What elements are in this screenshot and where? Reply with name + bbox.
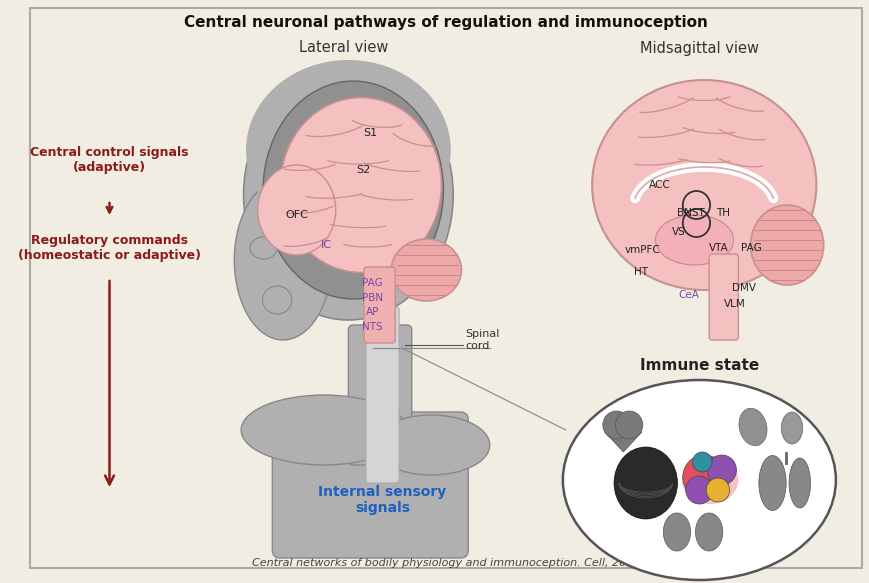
Text: DMV: DMV bbox=[731, 283, 754, 293]
Circle shape bbox=[615, 411, 642, 439]
Polygon shape bbox=[604, 432, 641, 452]
FancyBboxPatch shape bbox=[272, 412, 468, 558]
FancyBboxPatch shape bbox=[708, 254, 738, 340]
Circle shape bbox=[706, 478, 729, 502]
Text: VS: VS bbox=[672, 227, 685, 237]
FancyBboxPatch shape bbox=[363, 267, 395, 343]
FancyBboxPatch shape bbox=[366, 307, 399, 483]
Text: VLM: VLM bbox=[723, 299, 745, 309]
Ellipse shape bbox=[592, 80, 815, 290]
Circle shape bbox=[706, 455, 735, 485]
Text: ACC: ACC bbox=[648, 180, 670, 190]
Text: PAG: PAG bbox=[362, 278, 382, 288]
Text: PBN: PBN bbox=[362, 293, 383, 303]
Ellipse shape bbox=[562, 380, 835, 580]
Text: OFC: OFC bbox=[285, 210, 308, 220]
Ellipse shape bbox=[257, 165, 335, 255]
Text: AP: AP bbox=[366, 307, 379, 317]
Text: TH: TH bbox=[715, 208, 729, 218]
Ellipse shape bbox=[249, 237, 277, 259]
Ellipse shape bbox=[402, 231, 420, 259]
Ellipse shape bbox=[654, 215, 733, 265]
Text: Central networks of bodily physiology and immunoception. Cell, 2024: Central networks of bodily physiology an… bbox=[251, 558, 640, 568]
Text: vmPFC: vmPFC bbox=[624, 245, 660, 255]
Circle shape bbox=[692, 452, 711, 472]
Text: S1: S1 bbox=[363, 128, 377, 138]
Text: Internal sensory
signals: Internal sensory signals bbox=[318, 485, 446, 515]
Ellipse shape bbox=[788, 458, 810, 508]
Text: IC: IC bbox=[320, 240, 331, 250]
Text: Central neuronal pathways of regulation and immunoception: Central neuronal pathways of regulation … bbox=[183, 15, 707, 30]
Ellipse shape bbox=[262, 286, 291, 314]
Ellipse shape bbox=[241, 395, 407, 465]
Ellipse shape bbox=[262, 81, 443, 299]
Ellipse shape bbox=[758, 455, 786, 511]
FancyBboxPatch shape bbox=[348, 325, 411, 465]
Ellipse shape bbox=[662, 513, 690, 551]
FancyBboxPatch shape bbox=[30, 8, 861, 568]
Ellipse shape bbox=[234, 180, 331, 340]
Text: Lateral view: Lateral view bbox=[298, 40, 388, 55]
Text: Central control signals
(adaptive): Central control signals (adaptive) bbox=[30, 146, 189, 174]
Ellipse shape bbox=[694, 513, 722, 551]
Circle shape bbox=[682, 455, 725, 499]
Text: HT: HT bbox=[634, 267, 647, 277]
Text: NTS: NTS bbox=[362, 322, 382, 332]
Ellipse shape bbox=[750, 205, 823, 285]
Ellipse shape bbox=[681, 456, 738, 504]
Ellipse shape bbox=[738, 408, 766, 446]
Ellipse shape bbox=[243, 70, 453, 320]
Text: Immune state: Immune state bbox=[639, 357, 758, 373]
Text: Regulatory commands
(homeostatic or adaptive): Regulatory commands (homeostatic or adap… bbox=[18, 234, 201, 262]
Text: Spinal
cord: Spinal cord bbox=[465, 329, 499, 351]
Ellipse shape bbox=[372, 415, 489, 475]
Ellipse shape bbox=[246, 60, 450, 240]
Ellipse shape bbox=[780, 412, 802, 444]
Text: PAG: PAG bbox=[740, 243, 761, 253]
Circle shape bbox=[685, 476, 713, 504]
Text: S2: S2 bbox=[355, 165, 369, 175]
Ellipse shape bbox=[614, 447, 677, 519]
Circle shape bbox=[602, 411, 629, 439]
Text: CeA: CeA bbox=[678, 290, 699, 300]
Text: Midsagittal view: Midsagittal view bbox=[639, 40, 758, 55]
Text: BNST: BNST bbox=[676, 208, 704, 218]
Text: VTA: VTA bbox=[708, 243, 728, 253]
Ellipse shape bbox=[391, 239, 461, 301]
Ellipse shape bbox=[281, 97, 441, 272]
